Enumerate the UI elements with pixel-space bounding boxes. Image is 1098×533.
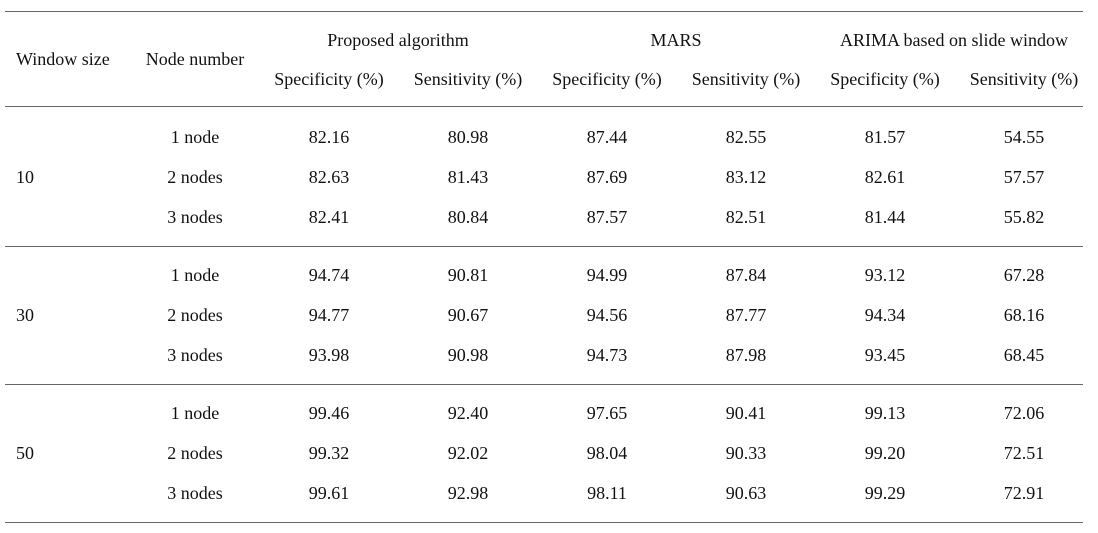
header-metric: Specificity (%): [274, 69, 384, 89]
header-rule: [5, 106, 1083, 107]
node-number-cell: 3 nodes: [167, 207, 223, 227]
window-size-cell: 30: [16, 305, 34, 325]
value-cell: 82.55: [725, 127, 767, 147]
top-rule: [5, 11, 1083, 12]
value-cell: 81.44: [864, 207, 906, 227]
value-cell: 54.55: [1003, 127, 1045, 147]
header-metric: Sensitivity (%): [413, 69, 523, 89]
group-separator: [5, 384, 1083, 385]
value-cell: 82.16: [308, 127, 350, 147]
value-cell: 90.33: [725, 443, 767, 463]
value-cell: 92.02: [447, 443, 489, 463]
header-method: MARS: [650, 30, 702, 50]
value-cell: 82.51: [725, 207, 767, 227]
value-cell: 99.29: [864, 483, 906, 503]
node-number-cell: 3 nodes: [167, 345, 223, 365]
window-size-cell: 10: [16, 167, 34, 187]
value-cell: 87.84: [725, 265, 767, 285]
node-number-cell: 2 nodes: [167, 167, 223, 187]
value-cell: 80.84: [447, 207, 489, 227]
value-cell: 94.74: [308, 265, 350, 285]
group-separator: [5, 246, 1083, 247]
node-number-cell: 2 nodes: [167, 443, 223, 463]
value-cell: 68.45: [1003, 345, 1045, 365]
value-cell: 98.04: [586, 443, 628, 463]
value-cell: 94.77: [308, 305, 350, 325]
value-cell: 82.61: [864, 167, 906, 187]
value-cell: 93.98: [308, 345, 350, 365]
header-metric: Sensitivity (%): [969, 69, 1079, 89]
value-cell: 55.82: [1003, 207, 1045, 227]
value-cell: 90.81: [447, 265, 489, 285]
node-number-cell: 1 node: [170, 265, 220, 285]
header-method: Proposed algorithm: [327, 30, 469, 50]
value-cell: 90.98: [447, 345, 489, 365]
value-cell: 94.56: [586, 305, 628, 325]
value-cell: 90.63: [725, 483, 767, 503]
value-cell: 68.16: [1003, 305, 1045, 325]
value-cell: 67.28: [1003, 265, 1045, 285]
value-cell: 92.40: [447, 403, 489, 423]
value-cell: 90.67: [447, 305, 489, 325]
value-cell: 57.57: [1003, 167, 1045, 187]
value-cell: 72.06: [1003, 403, 1045, 423]
value-cell: 82.41: [308, 207, 350, 227]
header-node-number: Node number: [145, 49, 245, 69]
value-cell: 93.45: [864, 345, 906, 365]
value-cell: 82.63: [308, 167, 350, 187]
value-cell: 97.65: [586, 403, 628, 423]
node-number-cell: 1 node: [170, 403, 220, 423]
value-cell: 94.73: [586, 345, 628, 365]
value-cell: 99.46: [308, 403, 350, 423]
value-cell: 87.57: [586, 207, 628, 227]
value-cell: 87.69: [586, 167, 628, 187]
header-window-size: Window size: [16, 49, 110, 69]
node-number-cell: 1 node: [170, 127, 220, 147]
value-cell: 81.43: [447, 167, 489, 187]
header-metric: Sensitivity (%): [691, 69, 801, 89]
value-cell: 94.34: [864, 305, 906, 325]
header-metric: Specificity (%): [830, 69, 940, 89]
value-cell: 99.61: [308, 483, 350, 503]
value-cell: 92.98: [447, 483, 489, 503]
header-metric: Specificity (%): [552, 69, 662, 89]
value-cell: 87.77: [725, 305, 767, 325]
value-cell: 81.57: [864, 127, 906, 147]
value-cell: 72.51: [1003, 443, 1045, 463]
value-cell: 87.98: [725, 345, 767, 365]
bottom-rule: [5, 522, 1083, 523]
value-cell: 90.41: [725, 403, 767, 423]
value-cell: 83.12: [725, 167, 767, 187]
value-cell: 98.11: [587, 483, 627, 503]
value-cell: 87.44: [586, 127, 628, 147]
node-number-cell: 2 nodes: [167, 305, 223, 325]
value-cell: 99.20: [864, 443, 906, 463]
value-cell: 99.32: [308, 443, 350, 463]
value-cell: 72.91: [1003, 483, 1045, 503]
window-size-cell: 50: [16, 443, 34, 463]
value-cell: 94.99: [586, 265, 628, 285]
node-number-cell: 3 nodes: [167, 483, 223, 503]
value-cell: 93.12: [864, 265, 906, 285]
value-cell: 99.13: [864, 403, 906, 423]
header-method: ARIMA based on slide window: [840, 30, 1068, 50]
value-cell: 80.98: [447, 127, 489, 147]
